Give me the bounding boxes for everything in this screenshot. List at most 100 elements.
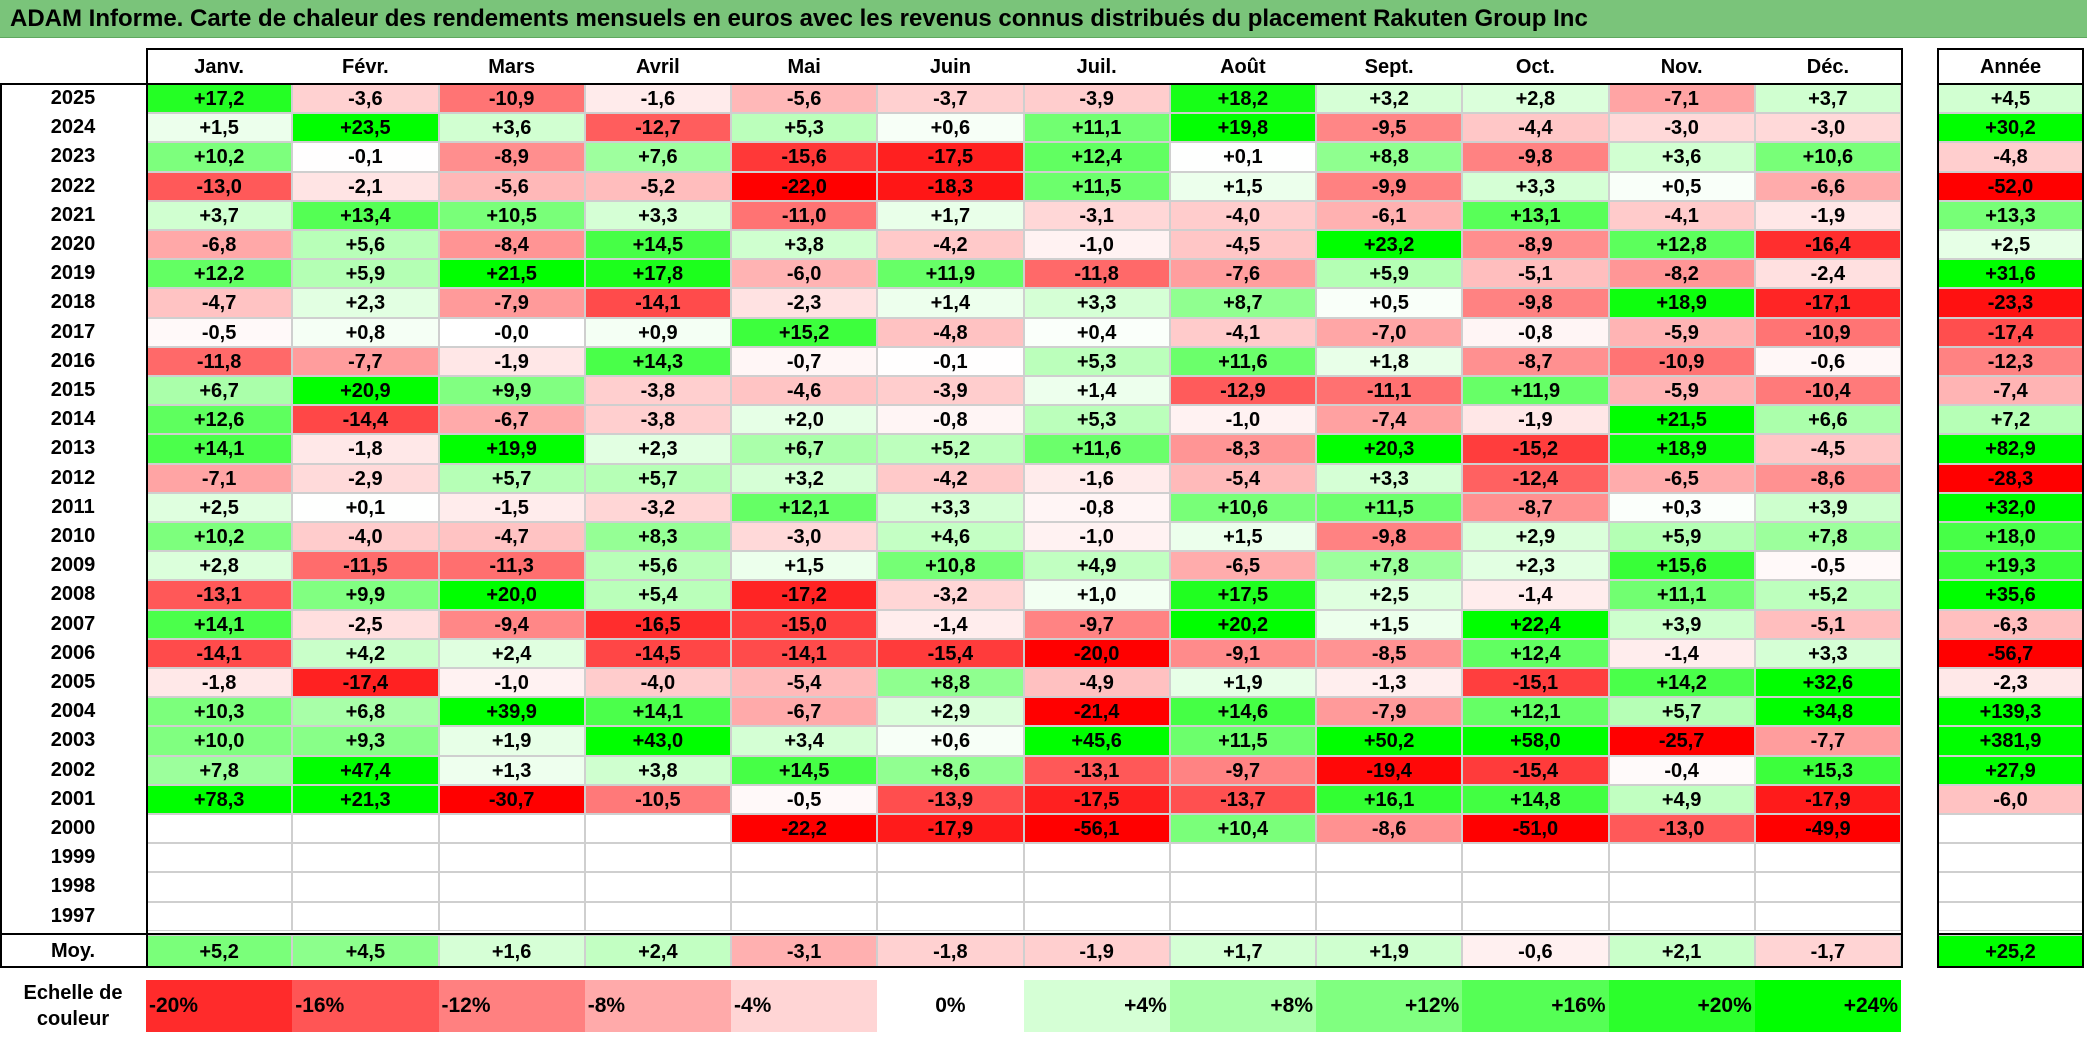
heatmap-cell: [584, 843, 731, 873]
year-label: 2006: [50, 641, 96, 664]
heatmap-cell: [877, 843, 1024, 873]
heatmap-cell: +5,2: [877, 434, 1024, 464]
annual-cell: -12,3: [1937, 346, 2084, 376]
month-header: Avril: [636, 56, 680, 78]
heatmap-cell: +50,2: [1316, 726, 1463, 756]
heatmap-cell: -4,9: [1023, 668, 1170, 698]
heatmap-cell: -0,5: [731, 784, 878, 814]
heatmap-cell: +13,4: [292, 200, 439, 230]
heatmap-cell: +4,2: [292, 638, 439, 668]
heatmap-cell: +11,6: [1169, 346, 1316, 376]
heatmap-cell: +3,4: [731, 726, 878, 756]
heatmap-cell: -7,1: [146, 463, 293, 493]
heatmap-cell: -5,1: [1462, 259, 1609, 289]
annual-cell: -28,3: [1937, 463, 2084, 493]
heatmap-cell: +7,8: [146, 755, 293, 785]
heatmap-cell: -1,8: [292, 434, 439, 464]
heatmap-cell: [146, 814, 293, 844]
heatmap-cell: +11,9: [1462, 376, 1609, 406]
heatmap-cell: +23,5: [292, 113, 439, 143]
heatmap-cell: -4,5: [1169, 230, 1316, 260]
heatmap-cell: -21,4: [1023, 697, 1170, 727]
heatmap-cell: -4,1: [1169, 317, 1316, 347]
scale-swatch: +16%: [1462, 980, 1609, 1032]
heatmap-cell: -9,7: [1169, 755, 1316, 785]
heatmap-cell: [1023, 843, 1170, 873]
heatmap-cell: +12,4: [1462, 638, 1609, 668]
average-cell: +1,9: [1316, 935, 1463, 967]
heatmap-cell: -13,7: [1169, 784, 1316, 814]
year-label: 1999: [50, 846, 96, 869]
annual-cell: +139,3: [1937, 697, 2084, 727]
heatmap-cell: -17,4: [292, 668, 439, 698]
year-label: 2004: [50, 700, 96, 723]
heatmap-cell: +1,5: [731, 551, 878, 581]
heatmap-cell: -2,4: [1754, 259, 1901, 289]
heatmap-cell: -1,9: [438, 346, 585, 376]
heatmap-cell: +14,5: [584, 230, 731, 260]
heatmap-cell: -9,4: [438, 609, 585, 639]
heatmap-cell: [1316, 843, 1463, 873]
heatmap-cell: +45,6: [1023, 726, 1170, 756]
annual-cell: +82,9: [1937, 434, 2084, 464]
heatmap-cell: +9,3: [292, 726, 439, 756]
heatmap-cell: -8,9: [1462, 230, 1609, 260]
heatmap-cell: -9,5: [1316, 113, 1463, 143]
year-label: 2011: [51, 495, 95, 518]
heatmap-cell: +11,5: [1169, 726, 1316, 756]
heatmap-cell: -0,1: [292, 142, 439, 172]
heatmap-cell: -8,6: [1316, 814, 1463, 844]
average-cell: +2,1: [1608, 935, 1755, 967]
heatmap-cell: +2,3: [292, 288, 439, 318]
month-header: Juil.: [1076, 56, 1117, 78]
heatmap-cell: +1,8: [1316, 346, 1463, 376]
heatmap-cell: +6,6: [1754, 405, 1901, 435]
annual-cell: [1937, 843, 2084, 873]
heatmap-cell: -5,6: [731, 84, 878, 114]
heatmap-cell: +4,6: [877, 522, 1024, 552]
heatmap-cell: -15,4: [1462, 755, 1609, 785]
heatmap-cell: [292, 814, 439, 844]
heatmap-cell: -18,3: [877, 171, 1024, 201]
average-cell: +1,6: [438, 935, 585, 967]
heatmap-cell: +7,6: [584, 142, 731, 172]
month-header: Nov.: [1660, 56, 1703, 78]
heatmap-cell: -9,8: [1462, 288, 1609, 318]
annual-cell: -6,0: [1937, 784, 2084, 814]
heatmap-cell: +10,4: [1169, 814, 1316, 844]
heatmap-cell: -25,7: [1608, 726, 1755, 756]
heatmap-cell: [438, 843, 585, 873]
heatmap-cell: -2,3: [731, 288, 878, 318]
scale-swatch: +20%: [1608, 980, 1755, 1032]
heatmap-cell: +2,9: [1462, 522, 1609, 552]
heatmap-cell: -1,4: [1608, 638, 1755, 668]
year-label: 2000: [50, 817, 96, 839]
scale-swatch: +24%: [1754, 980, 1901, 1032]
year-label: 2007: [50, 612, 96, 635]
heatmap-cell: -1,9: [1462, 405, 1609, 435]
annual-cell: +19,3: [1937, 551, 2084, 581]
heatmap-cell: -17,9: [1754, 784, 1901, 814]
annual-cell: -56,7: [1937, 638, 2084, 668]
heatmap-cell: -30,7: [438, 784, 585, 814]
heatmap-cell: -14,1: [584, 288, 731, 318]
heatmap-cell: -8,7: [1462, 346, 1609, 376]
heatmap-cell: +10,6: [1169, 492, 1316, 522]
heatmap-cell: +3,8: [731, 230, 878, 260]
heatmap-cell: +14,6: [1169, 697, 1316, 727]
heatmap-cell: +1,9: [438, 726, 585, 756]
heatmap-cell: +11,5: [1023, 171, 1170, 201]
heatmap-cell: +0,5: [1608, 171, 1755, 201]
heatmap-cell: -4,4: [1462, 113, 1609, 143]
heatmap-cell: +12,1: [1462, 697, 1609, 727]
heatmap-cell: -9,8: [1462, 142, 1609, 172]
heatmap-cell: +2,5: [146, 492, 293, 522]
heatmap-cell: +10,3: [146, 697, 293, 727]
heatmap-cell: -15,4: [877, 638, 1024, 668]
heatmap-cell: [292, 901, 439, 931]
heatmap-cell: -4,0: [584, 668, 731, 698]
heatmap-cell: +2,8: [146, 551, 293, 581]
heatmap-cell: -11,8: [146, 346, 293, 376]
annual-cell: +4,5: [1937, 84, 2084, 114]
year-label: 2019: [50, 262, 96, 285]
